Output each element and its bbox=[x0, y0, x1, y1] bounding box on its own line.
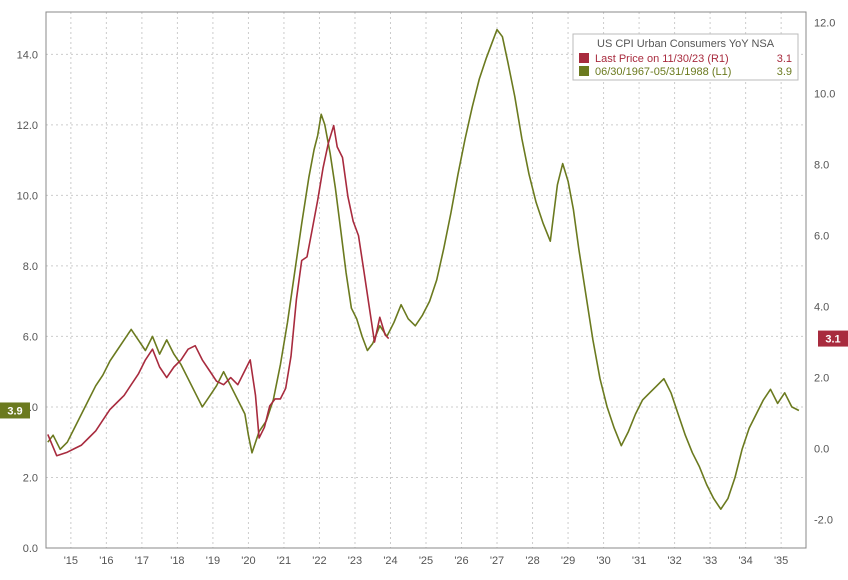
yL-tick-label: 10.0 bbox=[17, 190, 38, 202]
x-tick-label: '33 bbox=[703, 555, 717, 567]
legend-swatch-current bbox=[579, 53, 589, 63]
x-tick-label: '35 bbox=[774, 555, 788, 567]
yR-tick-label: 4.0 bbox=[814, 302, 829, 314]
yR-tick-label: 12.0 bbox=[814, 18, 835, 30]
x-tick-label: '18 bbox=[170, 555, 184, 567]
x-tick-label: '21 bbox=[277, 555, 291, 567]
yL-tick-label: 12.0 bbox=[17, 120, 38, 132]
x-tick-label: '17 bbox=[135, 555, 149, 567]
end-tag-left-label: 3.9 bbox=[7, 405, 22, 417]
legend-label-historical: 06/30/1967-05/31/1988 (L1) bbox=[595, 66, 731, 78]
yR-tick-label: 8.0 bbox=[814, 160, 829, 172]
x-tick-label: '34 bbox=[738, 555, 752, 567]
yR-tick-label: -2.0 bbox=[814, 515, 833, 527]
yR-tick-label: 6.0 bbox=[814, 231, 829, 243]
yL-tick-label: 2.0 bbox=[23, 472, 38, 484]
x-tick-label: '24 bbox=[383, 555, 397, 567]
yL-tick-label: 14.0 bbox=[17, 49, 38, 61]
chart-svg: 0.02.04.06.08.010.012.014.0-2.00.02.04.0… bbox=[0, 0, 848, 580]
yR-tick-label: 0.0 bbox=[814, 444, 829, 456]
x-tick-label: '22 bbox=[312, 555, 326, 567]
end-tag-right-label: 3.1 bbox=[825, 334, 840, 346]
x-tick-label: '30 bbox=[596, 555, 610, 567]
yR-tick-label: 2.0 bbox=[814, 373, 829, 385]
x-tick-label: '27 bbox=[490, 555, 504, 567]
legend-value-current: 3.1 bbox=[777, 53, 792, 65]
x-tick-label: '16 bbox=[99, 555, 113, 567]
legend-title: US CPI Urban Consumers YoY NSA bbox=[597, 38, 775, 50]
x-tick-label: '15 bbox=[64, 555, 78, 567]
x-tick-label: '31 bbox=[632, 555, 646, 567]
yL-tick-label: 0.0 bbox=[23, 543, 38, 555]
x-tick-label: '20 bbox=[241, 555, 255, 567]
yR-tick-label: 10.0 bbox=[814, 89, 835, 101]
yL-tick-label: 6.0 bbox=[23, 331, 38, 343]
x-tick-label: '28 bbox=[525, 555, 539, 567]
legend-label-current: Last Price on 11/30/23 (R1) bbox=[595, 53, 729, 65]
x-tick-label: '23 bbox=[348, 555, 362, 567]
yL-tick-label: 8.0 bbox=[23, 261, 38, 273]
chart-bg bbox=[0, 0, 848, 580]
chart-root: 0.02.04.06.08.010.012.014.0-2.00.02.04.0… bbox=[0, 0, 848, 580]
x-tick-label: '26 bbox=[454, 555, 468, 567]
legend-swatch-historical bbox=[579, 66, 589, 76]
x-tick-label: '19 bbox=[206, 555, 220, 567]
x-tick-label: '29 bbox=[561, 555, 575, 567]
x-tick-label: '32 bbox=[667, 555, 681, 567]
legend-value-historical: 3.9 bbox=[777, 66, 792, 78]
x-tick-label: '25 bbox=[419, 555, 433, 567]
